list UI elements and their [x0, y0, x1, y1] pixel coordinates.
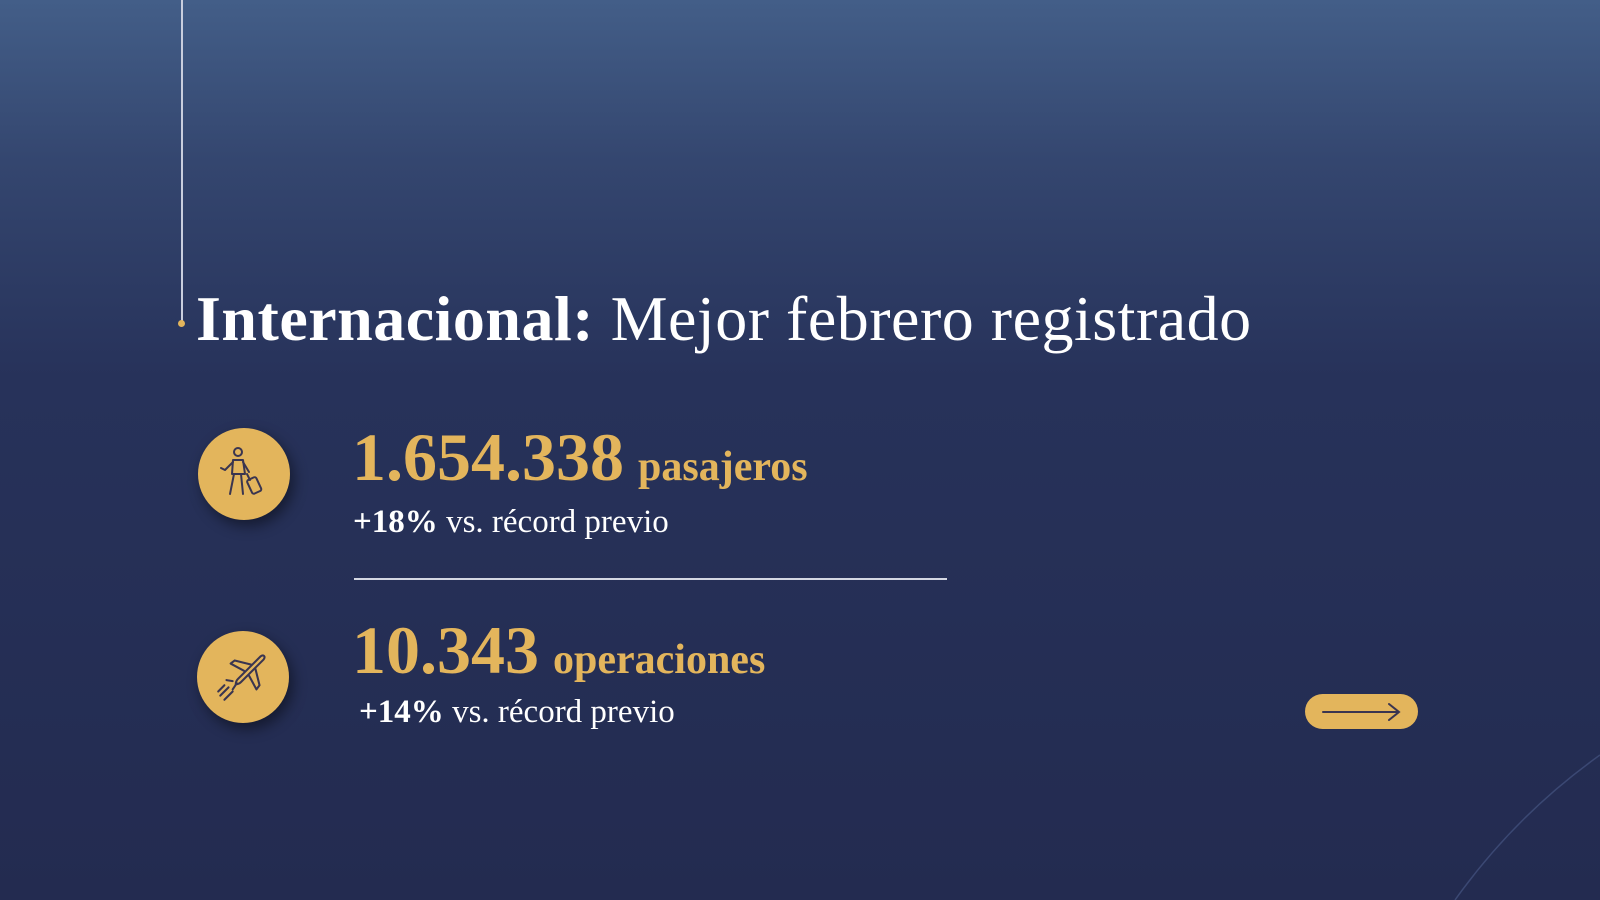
decorative-vertical-line: [181, 0, 183, 324]
decorative-dot: [178, 320, 185, 327]
traveler-with-luggage-icon: [198, 428, 290, 520]
passengers-change-text: vs. récord previo: [437, 504, 669, 540]
slide-title: Internacional: Mejor febrero registrado: [196, 282, 1252, 356]
operations-change-pct: +14%: [359, 694, 444, 730]
next-button[interactable]: [1305, 694, 1418, 729]
passengers-change: +18% vs. récord previo: [353, 504, 669, 541]
passengers-change-pct: +18%: [353, 504, 438, 540]
operations-stat: 10.343 operaciones: [352, 611, 765, 690]
operations-change: +14% vs. récord previo: [359, 694, 675, 731]
title-bold: Internacional:: [196, 283, 595, 354]
divider: [354, 578, 947, 580]
operations-change-text: vs. récord previo: [443, 694, 675, 730]
airplane-icon: [197, 631, 289, 723]
arrow-right-icon: [1321, 702, 1401, 721]
passengers-stat: 1.654.338 pasajeros: [352, 418, 808, 497]
passengers-unit: pasajeros: [638, 444, 808, 490]
title-rest: Mejor febrero registrado: [594, 283, 1252, 354]
passengers-value: 1.654.338: [352, 419, 624, 495]
operations-unit: operaciones: [553, 637, 766, 683]
operations-value: 10.343: [352, 612, 539, 688]
